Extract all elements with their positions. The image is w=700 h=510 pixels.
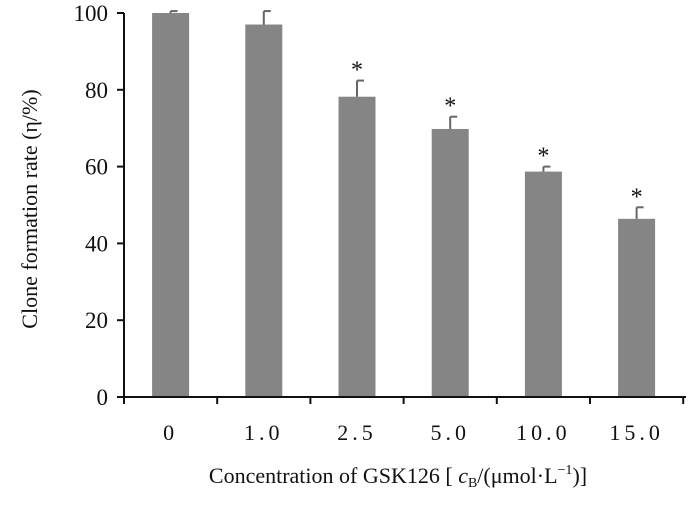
x-axis-title-subscript: B xyxy=(468,476,477,491)
significance-asterisk: * xyxy=(631,184,643,210)
x-axis-title-bracket: [ xyxy=(440,463,458,488)
error-bars xyxy=(169,10,644,219)
y-tick-label: 80 xyxy=(85,78,108,103)
x-tick-label: 1.0 xyxy=(244,420,284,445)
x-axis-title-close: )] xyxy=(572,463,587,488)
x-tick-label: 5.0 xyxy=(430,420,470,445)
x-axis-title-unit: /(μmol·L xyxy=(477,463,557,488)
x-axis-title-superscript: −1 xyxy=(558,463,573,478)
significance-asterisk: * xyxy=(351,58,363,84)
x-axis-title-number: 126 xyxy=(407,463,440,488)
bar xyxy=(618,218,656,397)
y-tick-label: 20 xyxy=(85,308,108,333)
x-axis-tick-labels: 0 1.0 2.5 5.0 10.0 15.0 xyxy=(123,397,685,445)
x-axis-title-prefix: Concentration of GSK xyxy=(209,463,407,488)
significance-asterisk: * xyxy=(537,144,549,170)
significance-asterisk: * xyxy=(444,94,456,120)
y-tick-label: 0 xyxy=(97,385,109,410)
bar xyxy=(338,96,376,397)
x-axis-title-c: c xyxy=(458,463,468,488)
y-tick-label: 100 xyxy=(74,1,109,26)
x-tick-label: 2.5 xyxy=(337,420,377,445)
x-axis-title: Concentration of GSK126 [ cB/(μmol·L−1)] xyxy=(209,463,587,491)
y-tick-label: 60 xyxy=(85,155,108,180)
bar xyxy=(524,171,562,397)
x-tick-label: 0 xyxy=(163,420,178,445)
x-tick-label: 10.0 xyxy=(516,420,571,445)
bar xyxy=(431,128,469,397)
x-tick-label: 15.0 xyxy=(609,420,664,445)
bars xyxy=(152,13,656,398)
bar xyxy=(245,24,283,398)
significance-markers: * * * * xyxy=(351,58,643,211)
bar xyxy=(152,13,190,397)
y-axis-ticks: 0 20 40 60 80 100 xyxy=(74,1,124,410)
y-axis-title: Clone formation rate (η/%) xyxy=(17,89,42,328)
y-tick-label: 40 xyxy=(85,231,108,256)
